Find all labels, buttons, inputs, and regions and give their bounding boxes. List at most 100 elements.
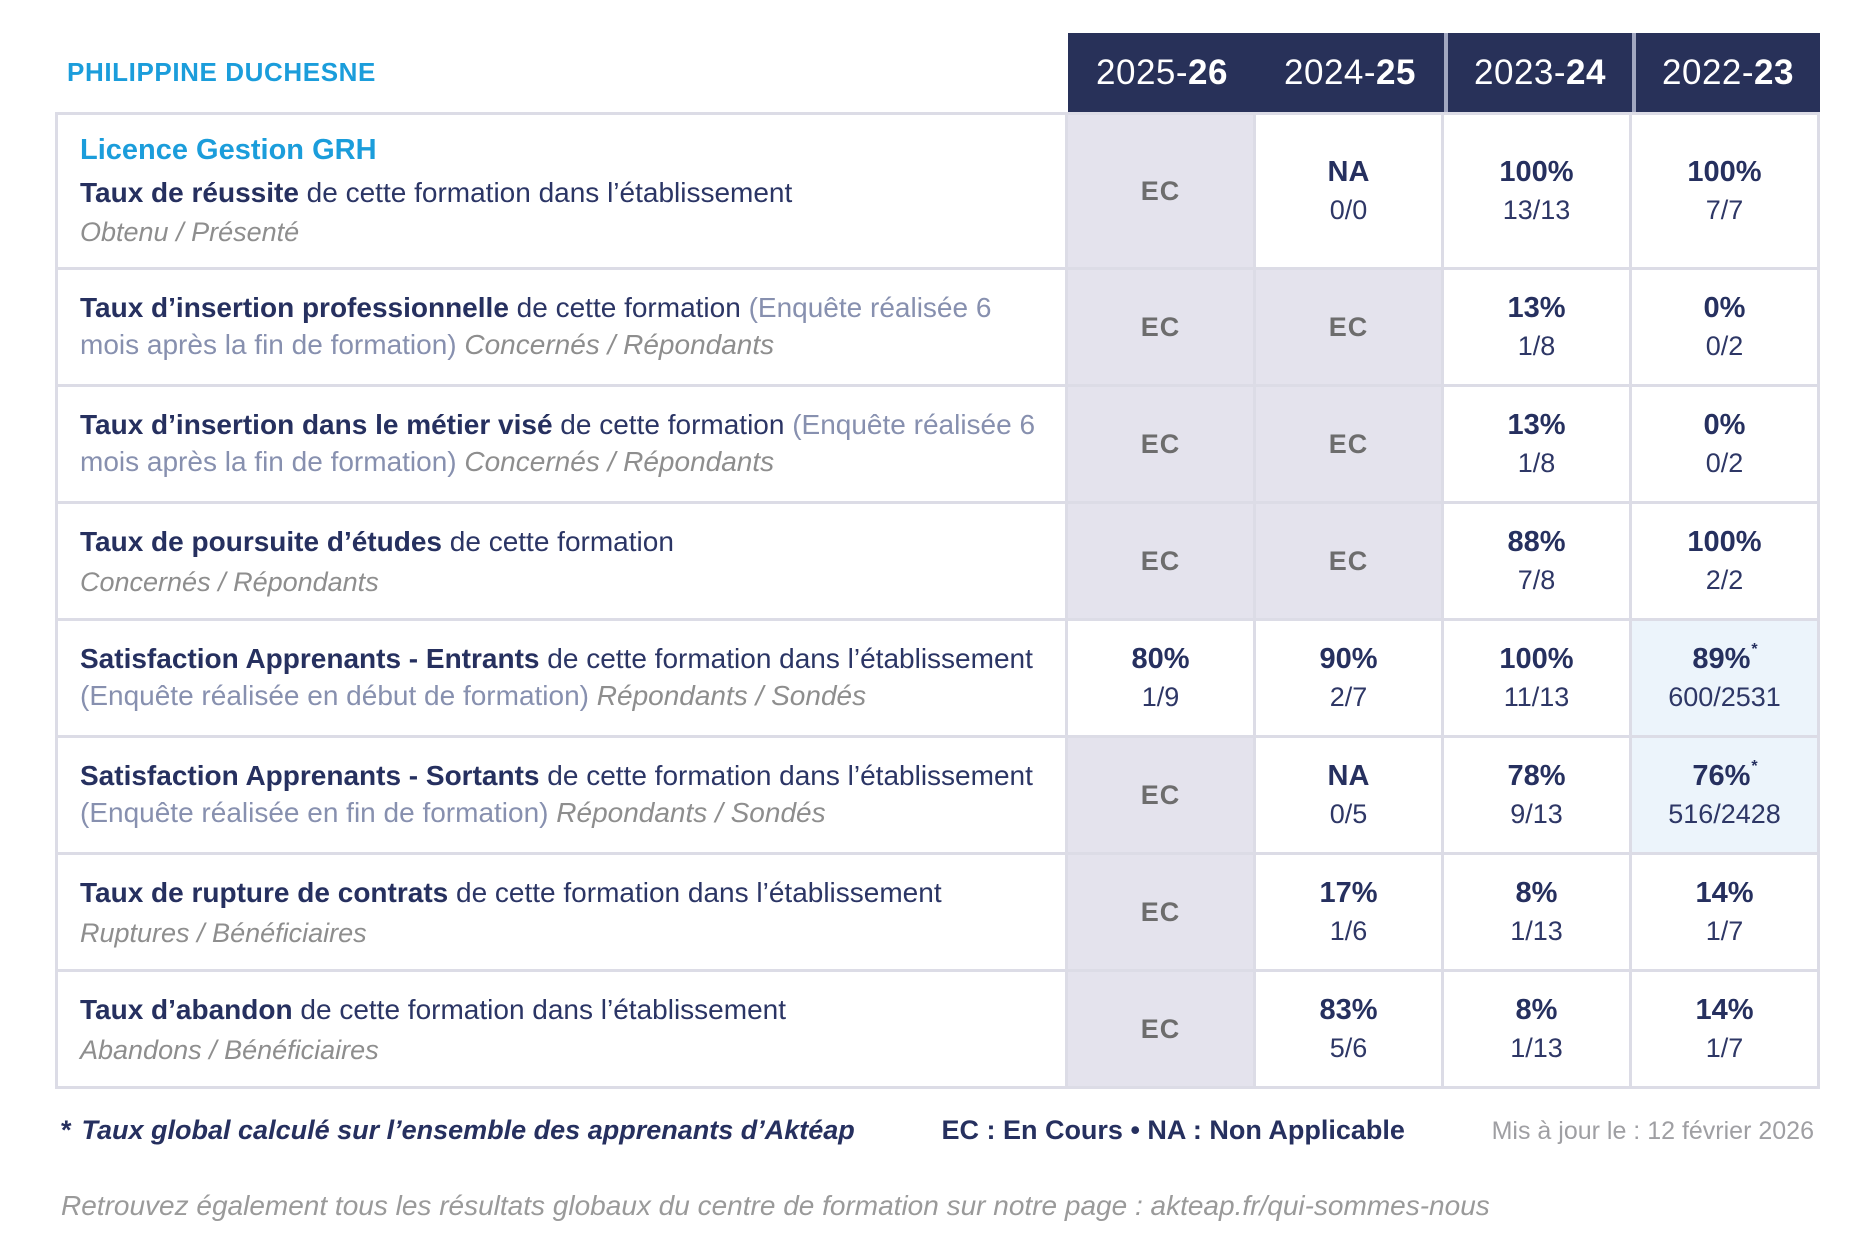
year-prefix: 2025- [1096,52,1189,92]
value-text: 14% [1695,994,1754,1027]
value-main: EC [1329,545,1369,577]
value-main: EC [1329,311,1369,343]
value-cell: 8% 1/13 [1444,972,1632,1089]
value-text: EC [1140,428,1181,459]
asterisk-marker: * [1751,640,1758,658]
value-text: 89% [1692,643,1751,676]
year-prefix: 2024- [1284,52,1377,92]
metric-row-label: Licence Gestion GRH Taux de réussite de c… [55,112,1068,270]
value-fraction: 1/6 [1329,916,1368,947]
value-main: NA [1328,155,1370,190]
page-title-text: PHILIPPINE DUCHESNE [67,57,377,87]
value-text: 78% [1507,760,1566,793]
metric-bold: Taux d’insertion dans le métier visé [80,409,553,441]
value-fraction: 11/13 [1503,682,1570,713]
value-cell: 100% 11/13 [1444,621,1632,738]
metric-formula: Ruptures / Bénéficiaires [80,917,367,948]
metric-bold: Taux d’insertion professionnelle [80,292,509,324]
value-fraction: 1/8 [1517,448,1556,479]
value-cell: 13% 1/8 [1444,387,1632,504]
year-prefix: 2022- [1662,52,1755,92]
metric-regular: de cette formation [441,526,674,558]
value-main: 90% [1319,642,1377,677]
value-cell: NA 0/5 [1256,738,1444,855]
value-main: 13% [1507,291,1565,326]
value-text: EC [1140,311,1181,342]
value-main: 8% [1516,876,1558,911]
metric-description: Satisfaction Apprenants - Sortants de ce… [80,758,1045,832]
value-text: EC [1328,311,1369,342]
metric-regular: de cette formation dans l’établissement [298,176,793,208]
metric-bold: Satisfaction Apprenants - Sortants [80,760,540,792]
value-fraction: 1/13 [1510,916,1563,947]
value-text: 88% [1507,526,1566,559]
page-title: PHILIPPINE DUCHESNE [55,33,1068,112]
value-main: NA [1328,759,1370,794]
value-cell: NA 0/0 [1256,112,1444,270]
value-cell: 13% 1/8 [1444,270,1632,387]
metric-regular: de cette formation dans l’établissement [539,760,1033,792]
metric-description: Taux de poursuite d’études de cette form… [80,524,1045,561]
value-fraction: 0/5 [1329,799,1368,830]
value-fraction: 13/13 [1502,195,1571,226]
value-main: EC [1141,428,1181,460]
value-main: 100% [1687,525,1761,560]
footnote: * Taux global calculé sur l’ensemble des … [61,1115,855,1146]
metric-description: Taux d’abandon de cette formation dans l… [80,992,1045,1029]
value-main: EC [1329,428,1369,460]
value-text: 100% [1499,643,1574,676]
value-main: 83% [1319,993,1377,1028]
metric-paren: (Enquête réalisée en fin de formation) [80,797,549,828]
column-header-2024-25: 2024- 25 [1256,33,1444,112]
value-cell: 14% 1/7 [1632,972,1820,1089]
value-main: 0% [1704,291,1746,326]
value-text: 100% [1499,156,1574,189]
last-updated: Mis à jour le : 12 février 2026 [1491,1117,1814,1145]
value-cell: 80% 1/9 [1068,621,1256,738]
metric-inline_sub: Concernés / Répondants [456,329,775,360]
metric-row-label: Taux d’abandon de cette formation dans l… [55,972,1068,1089]
value-text: 76% [1692,760,1751,793]
value-fraction: 600/2531 [1668,682,1781,713]
value-cell: 100% 7/7 [1632,112,1820,270]
value-main: 0% [1704,408,1746,443]
value-main: 89%* [1692,640,1758,677]
value-text: 8% [1515,877,1558,910]
value-fraction: 7/8 [1517,565,1556,596]
value-fraction: 0/0 [1329,195,1368,226]
year-bold: 23 [1754,52,1794,92]
course-title: Licence Gestion GRH [80,133,377,166]
value-fraction: 0/2 [1705,331,1744,362]
value-cell: EC [1068,112,1256,270]
metric-regular: de cette formation [552,409,793,441]
value-cell: 17% 1/6 [1256,855,1444,972]
metric-row-label: Taux d’insertion professionnelle de cett… [55,270,1068,387]
value-cell: EC [1256,270,1444,387]
year-bold: 26 [1188,52,1228,92]
value-cell: 8% 1/13 [1444,855,1632,972]
metric-paren: (Enquête réalisée en début de formation) [80,680,589,711]
value-main: 17% [1319,876,1377,911]
value-text: 0% [1703,409,1746,442]
value-text: EC [1140,779,1181,810]
value-text: 100% [1687,156,1762,189]
abbreviation-legend: EC : En Cours • NA : Non Applicable [941,1115,1405,1145]
value-main: EC [1141,779,1181,811]
year-bold: 24 [1566,52,1606,92]
value-text: 14% [1695,877,1754,910]
value-main: EC [1141,896,1181,928]
metric-paren: (Enquête réalisée 6 mois après la fin de… [80,292,992,360]
value-cell: 76%* 516/2428 [1632,738,1820,855]
metric-regular: de cette formation dans l’établissement [539,643,1033,675]
value-fraction: 1/8 [1517,331,1556,362]
value-main: 100% [1499,642,1573,677]
metric-inline_sub: Répondants / Sondés [589,680,867,711]
column-header-2022-23: 2022- 23 [1632,33,1820,112]
value-fraction: 1/7 [1705,1033,1744,1064]
value-text: 8% [1515,994,1558,1027]
value-text: NA [1327,156,1370,189]
asterisk-marker: * [61,1115,72,1145]
metric-description: Taux d’insertion dans le métier visé de … [80,407,1045,481]
results-table: PHILIPPINE DUCHESNE 2025- 26 2024- 25 2023… [55,33,1820,1089]
metric-paren: (Enquête réalisée 6 mois après la fin de… [80,409,1036,477]
